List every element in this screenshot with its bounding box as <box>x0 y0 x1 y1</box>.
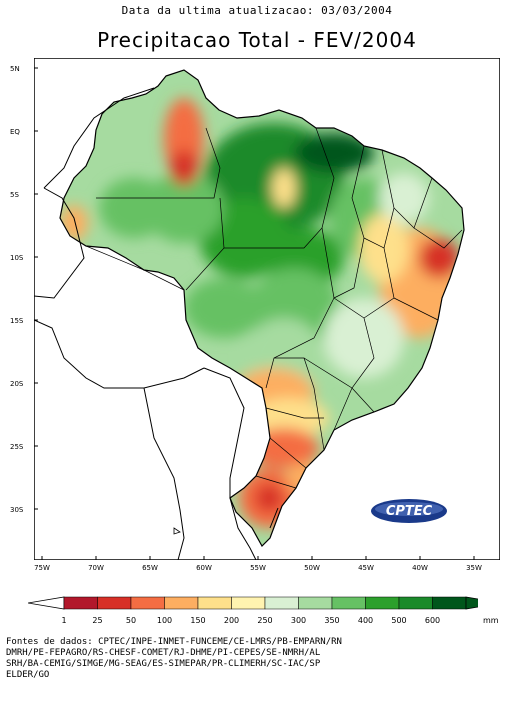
colorbar-tick-label: 25 <box>92 616 103 625</box>
colorbar-tick-label: 250 <box>257 616 273 625</box>
colorbar-cell <box>398 596 433 610</box>
colorbar-cell <box>231 596 266 610</box>
lat-label: 5S <box>10 191 19 199</box>
colorbar-cell <box>298 596 333 610</box>
island-shape <box>173 527 181 535</box>
lat-label: 30S <box>10 506 24 514</box>
colorbar-tick-label: 100 <box>156 616 173 625</box>
lat-label: 20S <box>10 380 24 388</box>
colorbar-tick-label: 200 <box>223 616 240 625</box>
lat-label: 25S <box>10 443 24 451</box>
svg-text:CPTEC: CPTEC <box>386 504 433 519</box>
colorbar-tick-label: 50 <box>125 616 137 625</box>
colorbar-tick-label: 600 <box>424 616 441 625</box>
colorbar-cell <box>197 596 232 610</box>
colorbar-tick-label: 150 <box>190 616 206 625</box>
colorbar-cell <box>63 596 98 610</box>
lat-label: 5N <box>10 65 20 73</box>
lon-label: 45W <box>358 564 374 572</box>
country-borders <box>34 87 257 560</box>
precipitation-map <box>34 58 500 560</box>
colorbar-cell <box>97 596 132 610</box>
colorbar-tick-label: 500 <box>391 616 407 625</box>
colorbar-left-arrow <box>28 596 65 610</box>
lat-label: 10S <box>10 254 24 262</box>
lon-label: 40W <box>412 564 428 572</box>
colorbar-cell <box>130 596 165 610</box>
colorbar-right-arrow <box>465 596 478 610</box>
colorbar-tick-label: 300 <box>290 616 307 625</box>
lon-label: 50W <box>304 564 320 572</box>
precipitation-colorbar <box>28 596 478 610</box>
lat-label: 15S <box>10 317 24 325</box>
colorbar-tick-label: 400 <box>357 616 374 625</box>
lon-label: 75W <box>34 564 50 572</box>
colorbar-tick-label: 1 <box>61 616 67 625</box>
cptec-logo: CPTEC <box>371 499 447 523</box>
colorbar-tick-label: 350 <box>324 616 340 625</box>
map-title: Precipitacao Total - FEV/2004 <box>97 28 417 52</box>
axis-ticks <box>34 67 475 560</box>
colorbar-unit: mm <box>483 616 499 625</box>
colorbar-cell <box>365 596 400 610</box>
colorbar-cell <box>331 596 366 610</box>
lon-label: 55W <box>250 564 266 572</box>
colorbar-cell <box>264 596 299 610</box>
last-update-line: Data da ultima atualizacao: 03/03/2004 <box>121 4 393 17</box>
data-sources: Fontes de dados: CPTEC/INPE-INMET-FUNCEM… <box>6 637 342 680</box>
colorbar-cell <box>164 596 199 610</box>
colorbar-cell <box>432 596 467 610</box>
lon-label: 35W <box>466 564 482 572</box>
lon-label: 70W <box>88 564 104 572</box>
lon-label: 60W <box>196 564 212 572</box>
state-borders <box>85 127 463 489</box>
lon-label: 65W <box>142 564 158 572</box>
lat-label: EQ <box>10 128 20 136</box>
